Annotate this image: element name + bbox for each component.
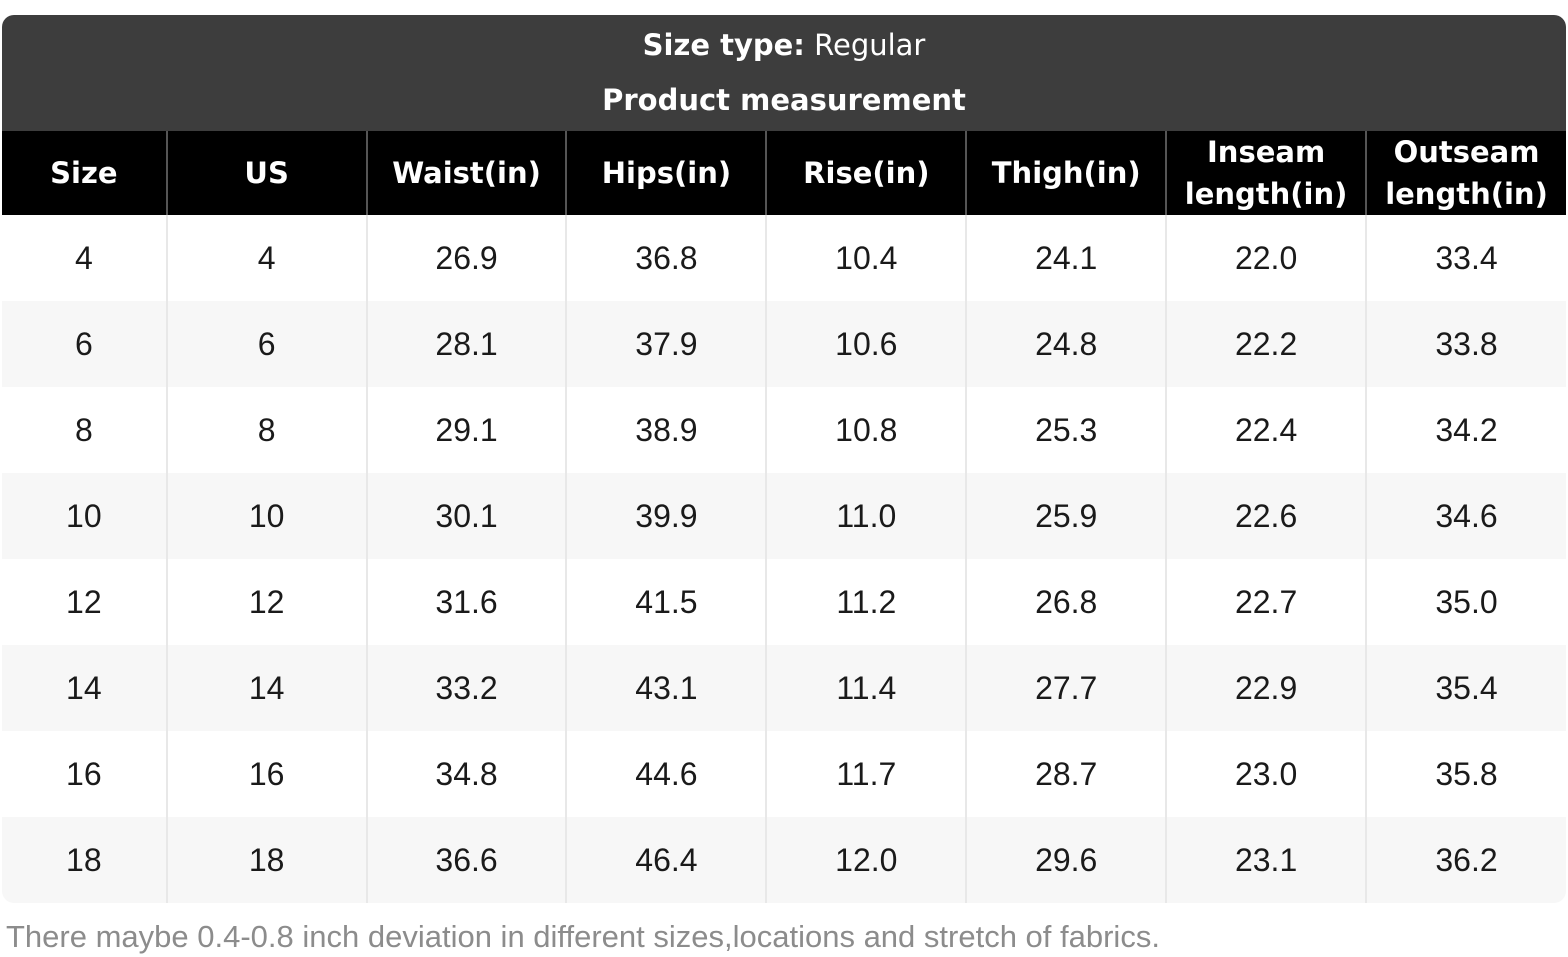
header-row: Size US Waist(in) Hips(in) Rise(in) Thigh(in)… (2, 131, 1566, 215)
measurement-table-header: Size US Waist(in) Hips(in) Rise(in) Thigh(in)… (2, 131, 1566, 215)
measurement-cell: 11.2 (765, 559, 967, 645)
measurement-cell: 28.7 (965, 731, 1167, 817)
measurement-cell: 33.4 (1365, 215, 1566, 301)
measurement-cell: 28.1 (365, 301, 567, 387)
measurement-cell: 34.2 (1365, 387, 1566, 473)
measurement-cell: 4 (2, 215, 167, 301)
measurement-cell: 11.7 (765, 731, 967, 817)
measurement-cell: 14 (165, 645, 367, 731)
measurement-cell: 8 (2, 387, 167, 473)
measurement-cell: 22.7 (1165, 559, 1367, 645)
measurement-cell: 34.8 (365, 731, 567, 817)
measurement-cell: 22.6 (1165, 473, 1367, 559)
measurement-cell: 41.5 (565, 559, 767, 645)
measurement-cell: 33.8 (1365, 301, 1566, 387)
measurement-table: Size US Waist(in) Hips(in) Rise(in) Thigh(in)… (2, 131, 1566, 903)
measurement-cell: 16 (2, 731, 167, 817)
measurement-cell: 36.2 (1365, 817, 1566, 903)
table-row: 10 10 30.1 39.9 11.0 25.9 22.6 34.6 (2, 473, 1566, 559)
measurement-cell: 25.3 (965, 387, 1167, 473)
measurement-cell: 22.9 (1165, 645, 1367, 731)
table-row: 18 18 36.6 46.4 12.0 29.6 23.1 36.2 (2, 817, 1566, 903)
measurement-cell: 39.9 (565, 473, 767, 559)
measurement-cell: 37.9 (565, 301, 767, 387)
measurement-cell: 16 (165, 731, 367, 817)
measurement-cell: 38.9 (565, 387, 767, 473)
table-row: 4 4 26.9 36.8 10.4 24.1 22.0 33.4 (2, 215, 1566, 301)
measurement-cell: 35.0 (1365, 559, 1566, 645)
column-header-outseam-length-in: Outseam length(in) (1365, 131, 1566, 215)
measurement-cell: 36.8 (565, 215, 767, 301)
measurement-cell: 36.6 (365, 817, 567, 903)
measurement-cell: 8 (165, 387, 367, 473)
column-header-rise-in: Rise(in) (765, 131, 967, 215)
deviation-note: There maybe 0.4-0.8 inch deviation in di… (6, 919, 1160, 954)
measurement-cell: 12.0 (765, 817, 967, 903)
measurement-cell: 10.6 (765, 301, 967, 387)
table-row: 12 12 31.6 41.5 11.2 26.8 22.7 35.0 (2, 559, 1566, 645)
measurement-cell: 24.8 (965, 301, 1167, 387)
measurement-cell: 10.4 (765, 215, 967, 301)
size-chart-panel: Size type: Regular Product measurement S… (2, 15, 1566, 903)
column-header-thigh-in: Thigh(in) (965, 131, 1167, 215)
measurement-cell: 46.4 (565, 817, 767, 903)
measurement-cell: 6 (2, 301, 167, 387)
measurement-cell: 18 (2, 817, 167, 903)
measurement-cell: 31.6 (365, 559, 567, 645)
measurement-cell: 24.1 (965, 215, 1167, 301)
measurement-cell: 33.2 (365, 645, 567, 731)
measurement-cell: 11.0 (765, 473, 967, 559)
table-row: 6 6 28.1 37.9 10.6 24.8 22.2 33.8 (2, 301, 1566, 387)
measurement-cell: 6 (165, 301, 367, 387)
measurement-cell: 29.1 (365, 387, 567, 473)
measurement-cell: 23.1 (1165, 817, 1367, 903)
table-row: 14 14 33.2 43.1 11.4 27.7 22.9 35.4 (2, 645, 1566, 731)
table-row: 8 8 29.1 38.9 10.8 25.3 22.4 34.2 (2, 387, 1566, 473)
product-measurement-title: Product measurement (602, 83, 966, 117)
measurement-cell: 35.8 (1365, 731, 1566, 817)
measurement-cell: 12 (165, 559, 367, 645)
measurement-cell: 18 (165, 817, 367, 903)
measurement-cell: 12 (2, 559, 167, 645)
measurement-cell: 30.1 (365, 473, 567, 559)
measurement-cell: 29.6 (965, 817, 1167, 903)
measurement-cell: 26.8 (965, 559, 1167, 645)
measurement-cell: 4 (165, 215, 367, 301)
measurement-cell: 27.7 (965, 645, 1167, 731)
measurement-cell: 34.6 (1365, 473, 1566, 559)
measurement-cell: 22.2 (1165, 301, 1367, 387)
measurement-cell: 35.4 (1365, 645, 1566, 731)
table-row: 16 16 34.8 44.6 11.7 28.7 23.0 35.8 (2, 731, 1566, 817)
measurement-cell: 14 (2, 645, 167, 731)
measurement-cell: 22.4 (1165, 387, 1367, 473)
measurement-cell: 10 (165, 473, 367, 559)
measurement-cell: 23.0 (1165, 731, 1367, 817)
column-header-waist-in: Waist(in) (365, 131, 567, 215)
column-header-inseam-length-in: Inseam length(in) (1165, 131, 1367, 215)
measurement-cell: 44.6 (565, 731, 767, 817)
measurement-cell: 43.1 (565, 645, 767, 731)
measurement-cell: 10 (2, 473, 167, 559)
measurement-table-body: 4 4 26.9 36.8 10.4 24.1 22.0 33.4 6 6 28.1 37.9 10.6… (2, 215, 1566, 903)
size-type-label: Size type: (642, 28, 805, 62)
measurement-cell: 11.4 (765, 645, 967, 731)
measurement-cell: 26.9 (365, 215, 567, 301)
measurement-cell: 10.8 (765, 387, 967, 473)
size-chart-banner: Size type: Regular Product measurement (2, 15, 1566, 131)
size-type-line: Size type: Regular (2, 24, 1566, 66)
column-header-hips-in: Hips(in) (565, 131, 767, 215)
measurement-cell: 22.0 (1165, 215, 1367, 301)
size-type-value: Regular (814, 28, 926, 62)
column-header-us: US (165, 131, 367, 215)
measurement-cell: 25.9 (965, 473, 1167, 559)
column-header-size: Size (2, 131, 167, 215)
